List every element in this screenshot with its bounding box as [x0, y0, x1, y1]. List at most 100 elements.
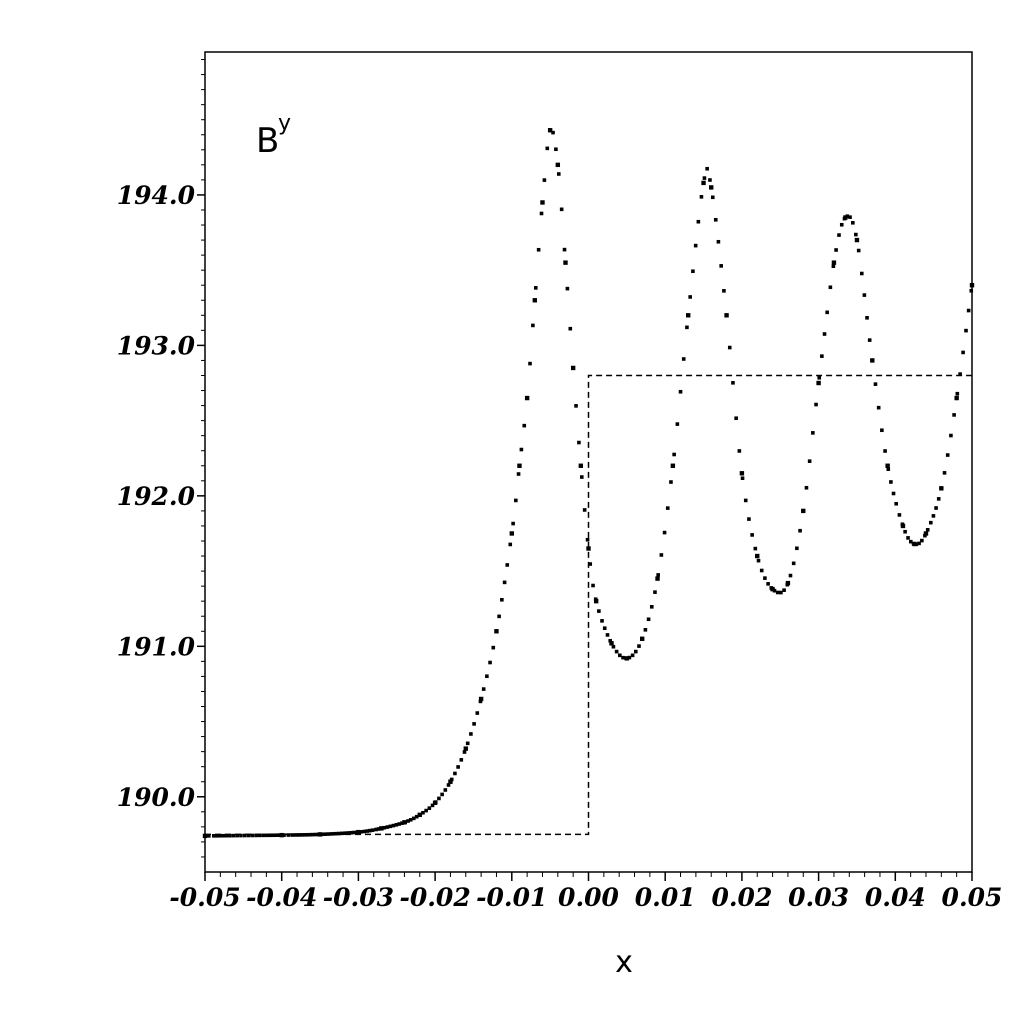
series-marker: [310, 832, 315, 837]
annotation-superscript: y: [278, 111, 291, 136]
series-marker: [961, 350, 965, 355]
series-marker: [478, 699, 483, 704]
series-data-point: [655, 576, 660, 581]
series-marker: [382, 825, 387, 830]
series-marker: [942, 471, 947, 475]
series-marker: [362, 829, 366, 834]
series-marker: [934, 506, 938, 510]
series-marker: [854, 232, 858, 237]
series-data-point: [509, 531, 514, 536]
series-marker: [235, 833, 239, 838]
series-marker: [837, 233, 841, 237]
series-marker: [597, 609, 601, 613]
series-marker: [254, 833, 258, 838]
series-marker: [323, 832, 327, 836]
series-marker: [494, 629, 499, 634]
series-marker: [788, 573, 793, 578]
series-marker: [820, 354, 824, 358]
series-marker: [939, 486, 944, 491]
series-marker: [917, 541, 921, 546]
series-marker: [261, 833, 266, 838]
series-marker: [239, 833, 243, 838]
series-marker: [242, 833, 247, 838]
series-marker: [588, 562, 593, 566]
series-marker: [964, 328, 968, 333]
series-marker: [876, 405, 881, 410]
series-marker: [462, 750, 467, 754]
series-marker: [453, 771, 457, 776]
series-data-point: [701, 180, 706, 186]
series-marker: [624, 656, 629, 661]
series-marker: [577, 440, 581, 445]
series-marker: [352, 830, 357, 835]
series-marker: [519, 447, 524, 452]
series-marker: [228, 833, 232, 838]
series-marker: [791, 561, 796, 566]
series-marker: [290, 833, 294, 837]
series-marker: [551, 130, 555, 135]
series-marker: [542, 178, 547, 182]
series-marker: [217, 833, 222, 838]
series-marker: [903, 529, 907, 534]
series-marker: [433, 800, 438, 804]
series-data-point: [816, 380, 821, 386]
series-marker: [785, 582, 790, 587]
series-marker: [500, 597, 504, 602]
series-data-point: [954, 395, 959, 401]
series-marker: [705, 166, 709, 171]
series-marker: [488, 660, 492, 665]
series-marker: [491, 645, 496, 650]
series-marker: [719, 264, 723, 268]
series-marker: [731, 381, 735, 385]
series-marker: [672, 452, 676, 457]
series-marker: [514, 498, 518, 503]
series-marker: [716, 239, 721, 244]
series-marker: [403, 820, 408, 824]
series-marker: [346, 831, 351, 835]
y-tick-label: 193.0: [117, 331, 196, 360]
series-marker: [883, 449, 887, 453]
series-marker: [807, 459, 812, 463]
series-marker: [349, 830, 354, 835]
x-tick-label: -0.04: [246, 883, 317, 912]
series-marker: [656, 573, 660, 577]
series-marker: [525, 396, 529, 400]
series-marker: [319, 832, 324, 837]
series-marker: [911, 541, 916, 546]
x-tick-label: 0.00: [558, 883, 619, 912]
series-marker: [359, 830, 363, 834]
x-tick-label: 0.04: [865, 883, 926, 912]
series-marker: [678, 389, 683, 394]
series-marker: [365, 829, 370, 833]
series-marker: [475, 711, 480, 715]
series-marker: [446, 783, 451, 787]
series-marker: [856, 248, 861, 253]
series-marker: [268, 833, 273, 838]
series-marker: [659, 553, 664, 557]
series-marker: [880, 428, 884, 433]
series-marker: [302, 833, 307, 837]
series-marker: [945, 453, 950, 457]
x-axis-title: x: [615, 945, 633, 980]
series-marker: [722, 289, 726, 293]
series-marker: [894, 501, 898, 506]
series-marker: [459, 758, 464, 762]
series-marker: [388, 824, 393, 829]
series-marker: [766, 582, 770, 586]
series-marker: [400, 821, 404, 825]
series-marker: [565, 286, 570, 291]
y-tick-label: 194.0: [117, 181, 196, 210]
series-marker: [653, 590, 657, 594]
series-marker: [958, 372, 962, 376]
series-marker: [246, 833, 251, 838]
series-marker: [582, 508, 587, 512]
series-marker: [605, 633, 610, 637]
series-marker: [258, 833, 262, 838]
series-marker: [649, 605, 654, 609]
series-marker: [842, 216, 847, 221]
series-marker: [533, 286, 538, 290]
series-marker: [559, 207, 564, 212]
series-marker: [274, 833, 279, 838]
series-marker: [710, 195, 715, 200]
series-marker: [608, 638, 613, 643]
